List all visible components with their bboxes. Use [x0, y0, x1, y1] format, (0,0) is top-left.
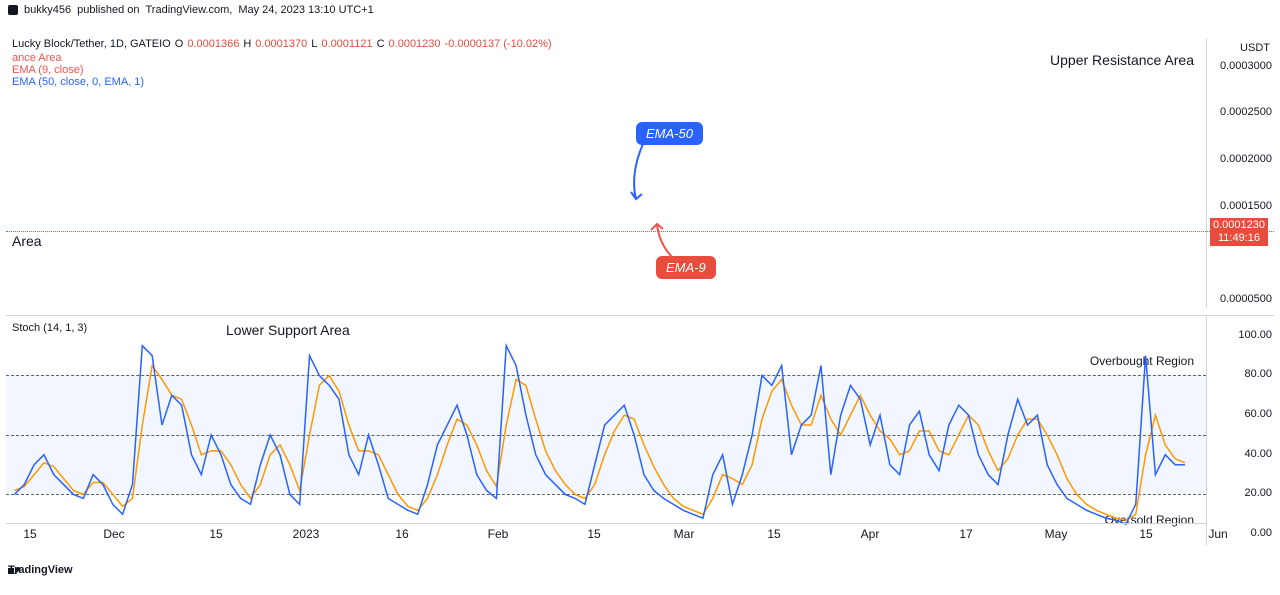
price-tick: 0.0003000	[1220, 60, 1272, 72]
last-price-value: 0.0001230	[1213, 219, 1265, 232]
last-price-box: 0.0001230 11:49:16	[1210, 218, 1268, 246]
time-tick: 15	[23, 527, 36, 541]
countdown-value: 11:49:16	[1213, 232, 1265, 245]
time-tick: 15	[209, 527, 222, 541]
time-tick: 15	[587, 527, 600, 541]
price-tick: 0.0002000	[1220, 153, 1272, 165]
stoch-panel[interactable]: Stoch (14, 1, 3) Lower Support Area Over…	[6, 315, 1274, 545]
publish-timestamp: May 24, 2023 13:10 UTC+1	[238, 4, 373, 16]
stoch-lines	[6, 316, 1206, 546]
time-x-axis[interactable]: 15Dec15202316Feb15Mar15Apr17May15Jun	[6, 523, 1206, 545]
stoch-tick: 60.00	[1244, 408, 1272, 420]
price-panel[interactable]: Lucky Block/Tether, 1D, GATEIO O 0.00013…	[6, 38, 1274, 308]
time-tick: May	[1045, 527, 1068, 541]
stoch-tick: 0.00	[1251, 527, 1272, 539]
time-tick: Apr	[861, 527, 880, 541]
tradingview-logo: TradingView	[8, 564, 73, 576]
currency-label: USDT	[1240, 42, 1270, 54]
stoch-y-axis[interactable]: 100.00 80.00 60.00 40.00 20.00 0.00	[1206, 315, 1274, 545]
time-tick: 15	[767, 527, 780, 541]
time-tick: 15	[1139, 527, 1152, 541]
time-tick: 2023	[293, 527, 320, 541]
price-tick: 0.0000500	[1220, 293, 1272, 305]
published-label: published on	[77, 4, 139, 16]
time-tick: 17	[959, 527, 972, 541]
stoch-tick: 80.00	[1244, 368, 1272, 380]
chart-container: Lucky Block/Tether, 1D, GATEIO O 0.00013…	[0, 20, 1280, 580]
time-tick: 16	[395, 527, 408, 541]
tradingview-icon	[8, 564, 22, 578]
ema-lines	[6, 38, 1206, 308]
price-tick: 0.0001500	[1220, 200, 1272, 212]
price-y-axis[interactable]: USDT 0.0003000 0.0002500 0.0002000 0.000150…	[1206, 38, 1274, 308]
stoch-tick: 40.00	[1244, 448, 1272, 460]
time-tick: Mar	[674, 527, 695, 541]
stoch-tick: 100.00	[1238, 329, 1272, 341]
price-tick: 0.0002500	[1220, 106, 1272, 118]
author-name: bukky456	[24, 4, 71, 16]
time-tick: Jun	[1208, 527, 1227, 541]
publish-header: bukky456 published on TradingView.com, M…	[0, 0, 1280, 20]
site-name: TradingView.com,	[145, 4, 232, 16]
publish-logo-icon	[8, 5, 18, 15]
time-tick: Feb	[488, 527, 509, 541]
time-tick: Dec	[103, 527, 124, 541]
stoch-tick: 20.00	[1244, 487, 1272, 499]
